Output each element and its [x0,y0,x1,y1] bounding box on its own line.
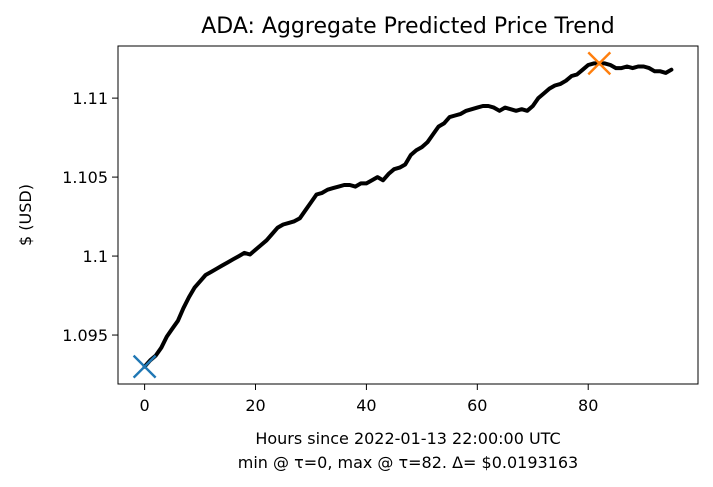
y-tick-label: 1.1 [83,247,108,266]
min-marker [132,354,157,379]
x-axis-ticks: 0 20 40 60 80 [140,384,598,415]
x-tick-label: 0 [140,396,150,415]
x-tick-label: 80 [578,396,598,415]
x-axis-label: Hours since 2022-01-13 22:00:00 UTC [255,429,560,448]
plot-frame [117,45,699,385]
extreme-markers [132,51,612,379]
y-axis-ticks: 1.095 1.1 1.105 1.11 [62,89,118,345]
chart-title: ADA: Aggregate Predicted Price Trend [201,14,615,39]
max-marker [587,51,612,76]
y-axis-label: $ (USD) [16,184,35,246]
price-trend-line [142,61,674,369]
x-tick-label: 40 [356,396,376,415]
x-tick-label: 20 [245,396,265,415]
y-tick-label: 1.105 [62,168,108,187]
y-tick-label: 1.11 [72,89,108,108]
x-tick-label: 60 [467,396,487,415]
y-tick-label: 1.095 [62,326,108,345]
x-axis-subtitle: min @ τ=0, max @ τ=82. Δ= $0.0193163 [238,453,578,472]
